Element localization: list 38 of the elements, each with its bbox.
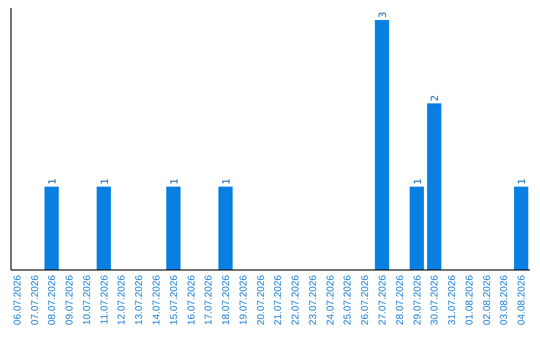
- x-tick-label: 12.07.2026: [116, 274, 128, 326]
- data-label: 1: [100, 178, 111, 185]
- x-tick-label: 31.07.2026: [447, 274, 458, 326]
- x-tick-label: 15.07.2026: [168, 274, 180, 326]
- x-tick-label: 06.07.2026: [12, 274, 24, 326]
- x-tick-label: 09.07.2026: [64, 274, 76, 326]
- x-tick-label: 24.07.2026: [325, 274, 336, 326]
- x-tick-label: 26.07.2026: [360, 274, 372, 326]
- x-tick-label: 18.07.2026: [221, 274, 232, 326]
- x-tick-label: 25.07.2026: [342, 274, 354, 326]
- data-label: 2: [430, 94, 442, 102]
- x-tick-label: 16.07.2026: [186, 274, 198, 326]
- x-tick-label: 20.07.2026: [256, 274, 267, 326]
- x-tick-label: 13.07.2026: [134, 274, 146, 326]
- x-tick-label: 17.07.2026: [204, 274, 215, 326]
- data-label: 1: [169, 178, 180, 185]
- data-label: 1: [48, 178, 59, 185]
- data-label: 1: [517, 178, 528, 185]
- x-tick-label: 19.07.2026: [238, 274, 250, 326]
- data-label: 1: [412, 178, 424, 185]
- x-tick-label: 04.08.2026: [516, 274, 528, 326]
- x-tick-label: 21.07.2026: [273, 274, 284, 326]
- data-label: 3: [378, 12, 390, 18]
- x-tick-label: 30.07.2026: [430, 274, 441, 326]
- x-tick-label: 14.07.2026: [151, 274, 162, 326]
- x-tick-label: 01.08.2026: [464, 274, 476, 326]
- data-label: 1: [222, 178, 233, 185]
- x-tick-label: 27.07.2026: [378, 274, 389, 326]
- x-tick-label: 03.08.2026: [499, 274, 510, 326]
- x-tick-label: 02.08.2026: [482, 274, 493, 326]
- x-tick-label: 10.07.2026: [82, 274, 93, 326]
- x-tick-label: 11.07.2026: [99, 274, 110, 324]
- x-tick-label: 22.07.2026: [290, 274, 302, 326]
- x-tick-label: 28.07.2026: [394, 274, 406, 326]
- x-tick-label: 29.07.2026: [412, 274, 424, 326]
- x-tick-label: 08.07.2026: [47, 274, 58, 326]
- x-tick-label: 23.07.2026: [308, 274, 319, 326]
- x-tick-label: 07.07.2026: [30, 274, 41, 326]
